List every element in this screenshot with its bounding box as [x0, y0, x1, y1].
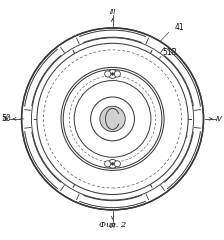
- Text: 50: 50: [1, 114, 11, 123]
- Text: III: III: [109, 223, 116, 229]
- Text: IV: IV: [216, 116, 223, 122]
- Text: 51D: 51D: [107, 179, 123, 188]
- Circle shape: [74, 81, 151, 157]
- Wedge shape: [24, 127, 65, 191]
- Circle shape: [100, 106, 125, 132]
- Circle shape: [63, 70, 162, 168]
- Text: 53: 53: [98, 162, 108, 171]
- Text: III: III: [109, 9, 116, 15]
- Wedge shape: [160, 127, 201, 191]
- Circle shape: [114, 161, 121, 167]
- Circle shape: [111, 162, 114, 165]
- Circle shape: [108, 70, 117, 78]
- Text: 53: 53: [54, 83, 64, 92]
- Circle shape: [105, 161, 111, 167]
- Wedge shape: [76, 30, 149, 45]
- Circle shape: [111, 73, 114, 75]
- Text: 51B: 51B: [162, 48, 177, 57]
- Wedge shape: [24, 47, 65, 110]
- Text: 53A: 53A: [157, 155, 172, 164]
- Circle shape: [22, 28, 203, 210]
- Text: 51: 51: [101, 111, 111, 120]
- Circle shape: [91, 97, 134, 141]
- Text: 41: 41: [174, 24, 184, 32]
- Text: IV: IV: [2, 116, 9, 122]
- Circle shape: [37, 43, 188, 194]
- Text: 41A: 41A: [101, 50, 116, 59]
- Wedge shape: [76, 193, 149, 208]
- Text: 51A: 51A: [170, 98, 185, 107]
- Circle shape: [108, 159, 117, 168]
- Text: 53B: 53B: [173, 131, 188, 140]
- Text: Фиг. 2: Фиг. 2: [99, 221, 126, 229]
- Wedge shape: [160, 47, 201, 110]
- Text: 51C: 51C: [45, 112, 60, 121]
- Circle shape: [105, 71, 111, 77]
- Circle shape: [61, 67, 164, 170]
- Circle shape: [114, 71, 121, 77]
